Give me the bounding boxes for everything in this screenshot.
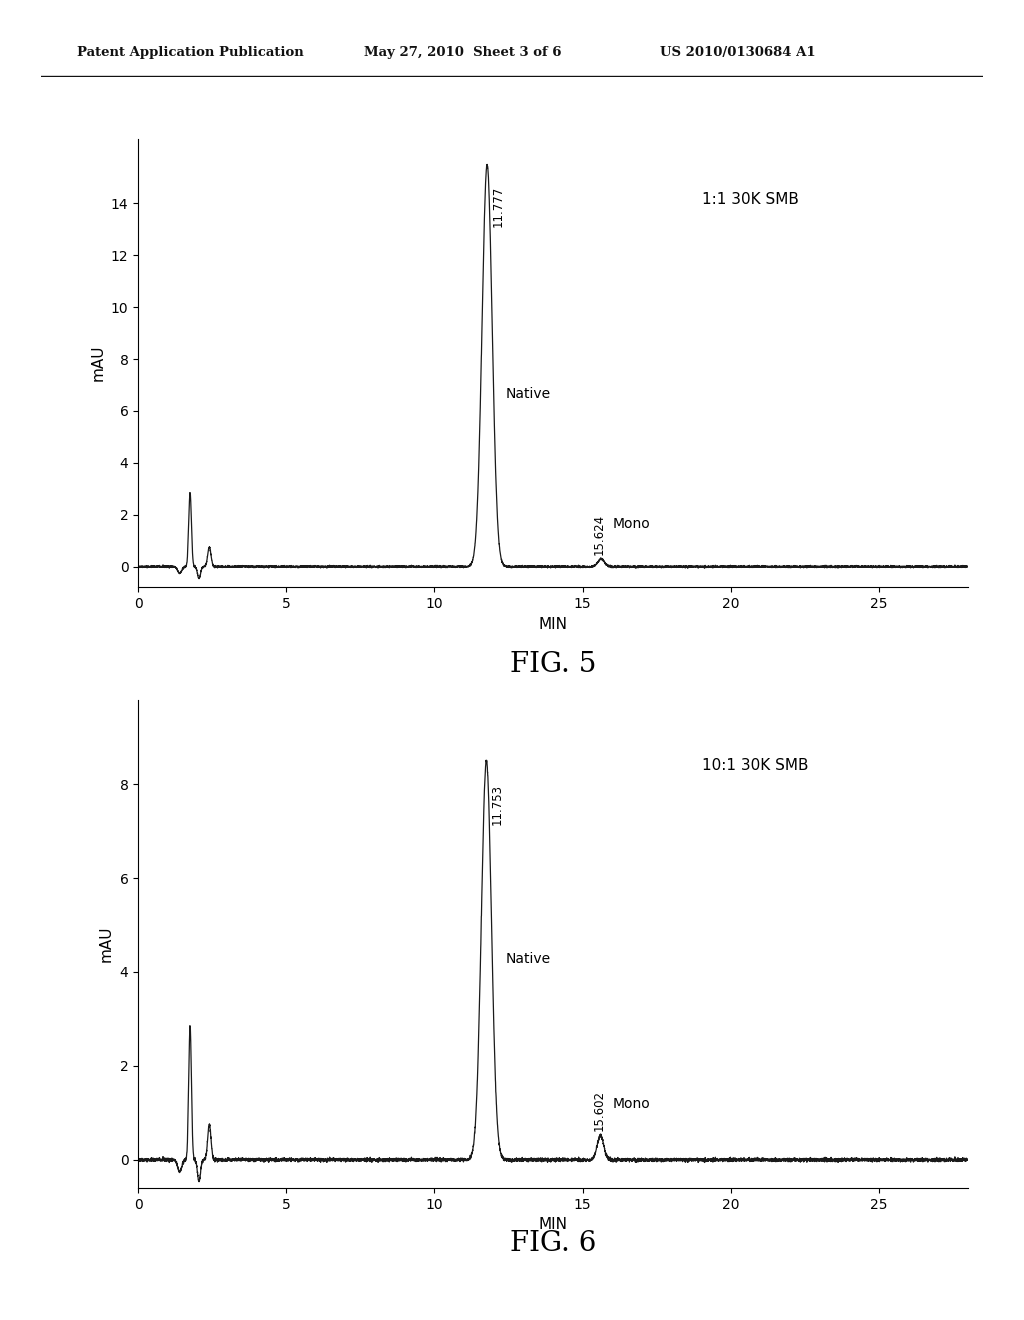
Text: Patent Application Publication: Patent Application Publication — [77, 46, 303, 59]
Text: 11.753: 11.753 — [490, 784, 504, 825]
Text: 15.624: 15.624 — [593, 513, 606, 554]
Text: Native: Native — [506, 387, 551, 401]
Text: FIG. 6: FIG. 6 — [510, 1230, 596, 1257]
Text: May 27, 2010  Sheet 3 of 6: May 27, 2010 Sheet 3 of 6 — [364, 46, 561, 59]
Y-axis label: mAU: mAU — [99, 925, 114, 962]
Text: Mono: Mono — [612, 1097, 650, 1111]
Text: FIG. 5: FIG. 5 — [510, 651, 596, 677]
Y-axis label: mAU: mAU — [90, 345, 105, 381]
Text: 1:1 30K SMB: 1:1 30K SMB — [702, 193, 799, 207]
X-axis label: MIN: MIN — [539, 616, 567, 632]
Text: Mono: Mono — [612, 516, 650, 531]
Text: 15.602: 15.602 — [593, 1090, 605, 1131]
Text: Native: Native — [506, 952, 551, 966]
X-axis label: MIN: MIN — [539, 1217, 567, 1233]
Text: US 2010/0130684 A1: US 2010/0130684 A1 — [660, 46, 816, 59]
Text: 11.777: 11.777 — [492, 185, 505, 227]
Text: 10:1 30K SMB: 10:1 30K SMB — [702, 758, 809, 774]
